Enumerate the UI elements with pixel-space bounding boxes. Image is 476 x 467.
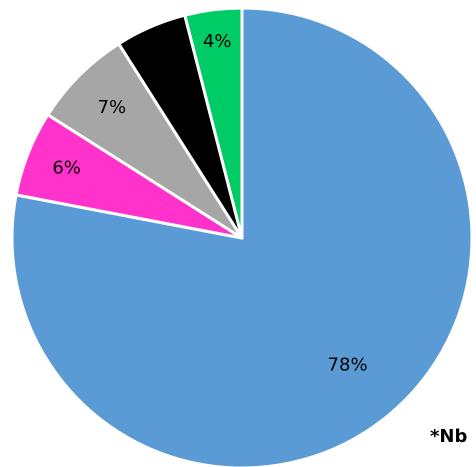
pie-labels: 78% 6% 7% 5% 4% bbox=[52, 31, 367, 376]
footnote: *Nb bbox=[430, 426, 468, 447]
pie-slice-label-1: 6% bbox=[52, 158, 81, 179]
pie-slice-label-2: 7% bbox=[98, 97, 127, 118]
pie-slice-label-4: 4% bbox=[203, 31, 232, 52]
pie-slice-label-3: 5% bbox=[155, 58, 184, 79]
pie-slices bbox=[10, 6, 474, 467]
pie-slice-2 bbox=[46, 42, 244, 240]
pie-slice-label-0: 78% bbox=[328, 355, 368, 376]
pie-slice-4 bbox=[183, 6, 244, 240]
